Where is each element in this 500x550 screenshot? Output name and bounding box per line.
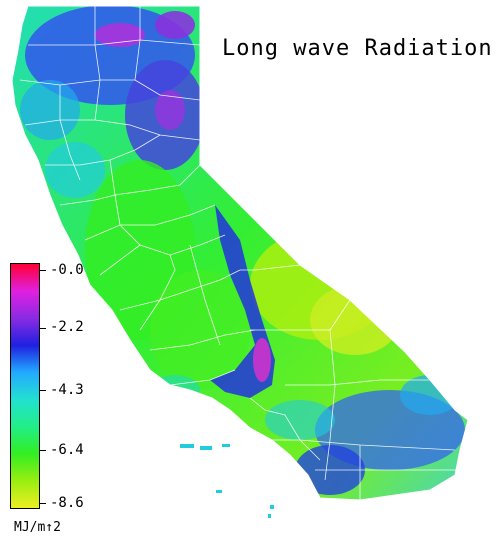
legend-tick-label: -2.2	[50, 319, 84, 335]
legend-tick-label: -4.3	[50, 382, 84, 398]
legend-tick-label: -0.0	[50, 262, 84, 278]
legend-tick	[40, 270, 46, 271]
legend-tick	[40, 503, 46, 504]
legend-tick-label: -8.6	[50, 495, 84, 511]
legend-unit: MJ/m↑2	[14, 520, 61, 535]
legend-tick	[40, 328, 46, 329]
map-title: Long wave Radiation	[222, 36, 493, 61]
legend-tick	[40, 450, 46, 451]
legend-tick-label: -6.4	[50, 442, 84, 458]
legend-color-bar	[10, 263, 40, 509]
legend-tick	[40, 390, 46, 391]
